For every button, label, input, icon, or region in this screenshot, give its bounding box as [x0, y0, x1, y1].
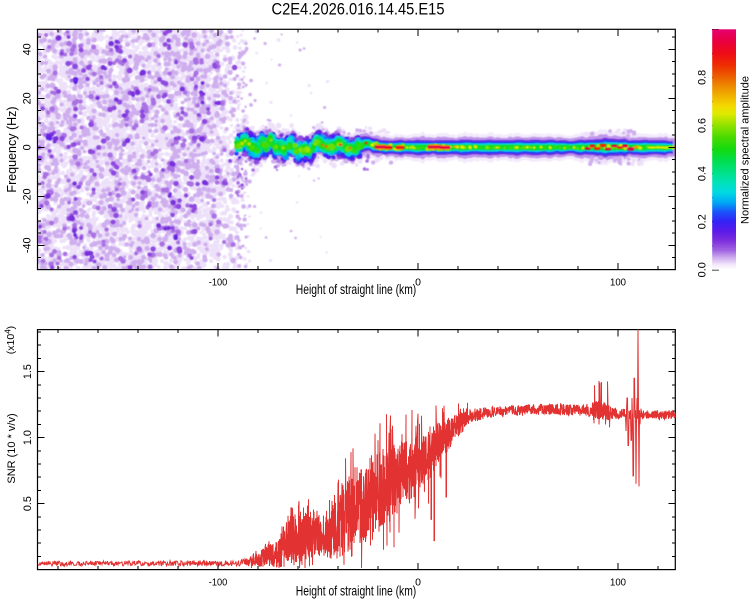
- svg-text:Normalized spectral amplitude: Normalized spectral amplitude: [740, 76, 750, 224]
- svg-text:0.5: 0.5: [22, 496, 34, 511]
- svg-text:0.6: 0.6: [697, 118, 709, 133]
- svg-text:100: 100: [610, 576, 626, 588]
- svg-text:0: 0: [415, 277, 421, 289]
- svg-text:0.4: 0.4: [697, 166, 709, 181]
- svg-text:0.8: 0.8: [697, 70, 709, 85]
- svg-text:Height of straight line (km): Height of straight line (km): [296, 281, 417, 297]
- svg-text:Frequency (Hz): Frequency (Hz): [5, 106, 19, 192]
- svg-text:1.0: 1.0: [22, 430, 34, 445]
- svg-text:-100: -100: [209, 576, 228, 588]
- svg-text:0.2: 0.2: [697, 214, 709, 229]
- svg-text:C2E4.2026.016.14.45.E15: C2E4.2026.016.14.45.E15: [272, 0, 445, 18]
- svg-text:0: 0: [415, 576, 421, 588]
- svg-text:0: 0: [22, 144, 34, 150]
- svg-text:-20: -20: [22, 188, 34, 204]
- svg-text:-40: -40: [22, 237, 34, 253]
- svg-text:(x104): (x104): [4, 326, 18, 354]
- svg-text:20: 20: [22, 92, 34, 104]
- svg-text:SNR (10 * v/v): SNR (10 * v/v): [6, 413, 18, 483]
- svg-text:40: 40: [22, 43, 34, 55]
- svg-text:100: 100: [610, 277, 626, 289]
- svg-text:1.5: 1.5: [22, 364, 34, 379]
- svg-text:-100: -100: [209, 277, 228, 289]
- svg-text:Height of straight line (km): Height of straight line (km): [296, 583, 417, 599]
- svg-text:0.0: 0.0: [697, 262, 709, 277]
